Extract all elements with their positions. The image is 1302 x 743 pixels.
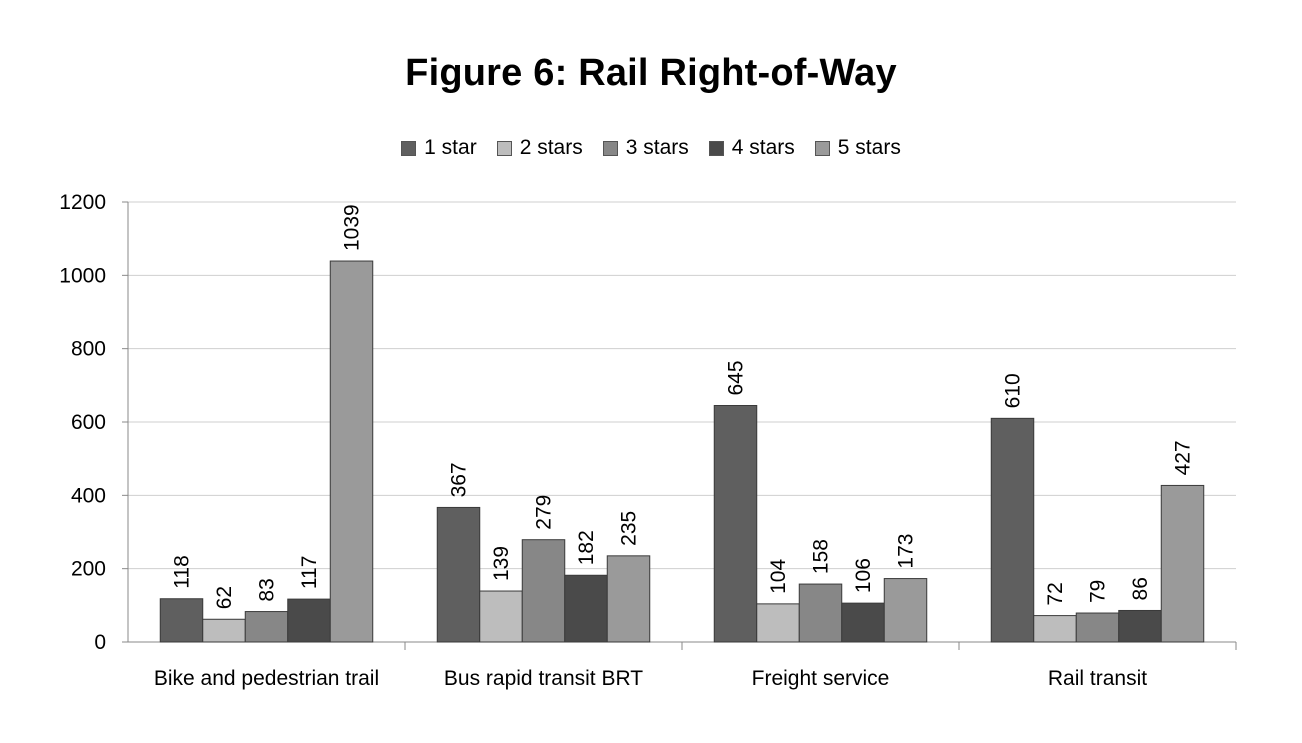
data-label: 104 bbox=[767, 559, 790, 594]
bar bbox=[521, 539, 566, 643]
bar bbox=[883, 578, 928, 643]
bar bbox=[1075, 612, 1120, 643]
bar bbox=[1160, 484, 1205, 643]
legend-swatch bbox=[401, 140, 417, 156]
bar bbox=[244, 611, 289, 643]
legend-swatch bbox=[602, 140, 618, 156]
y-tick-label: 0 bbox=[94, 631, 106, 654]
data-label: 1039 bbox=[341, 204, 364, 251]
bar bbox=[1033, 615, 1077, 643]
bar bbox=[287, 598, 331, 643]
data-label: 235 bbox=[618, 511, 641, 546]
legend-label: 1 star bbox=[424, 136, 477, 159]
bar bbox=[436, 506, 481, 643]
data-label: 117 bbox=[298, 556, 321, 589]
bar bbox=[798, 583, 843, 643]
data-label: 83 bbox=[256, 578, 279, 601]
y-tick-label: 1000 bbox=[59, 264, 106, 287]
data-label: 427 bbox=[1172, 440, 1195, 475]
bar bbox=[479, 590, 523, 643]
legend-item: 1 star bbox=[401, 136, 477, 160]
bar bbox=[564, 574, 608, 643]
data-label: 139 bbox=[490, 546, 513, 581]
x-tick-label: Bus rapid transit BRT bbox=[444, 667, 643, 690]
bar bbox=[606, 555, 651, 643]
data-label: 86 bbox=[1129, 577, 1152, 600]
data-label: 173 bbox=[895, 534, 918, 569]
data-label: 118 bbox=[171, 555, 194, 588]
x-tick-label: Rail transit bbox=[1048, 667, 1147, 690]
x-tick-label: Bike and pedestrian trail bbox=[154, 667, 379, 690]
data-label: 367 bbox=[448, 462, 471, 497]
data-label: 72 bbox=[1044, 582, 1067, 605]
bar bbox=[329, 260, 374, 643]
bar bbox=[841, 602, 885, 643]
data-label: 182 bbox=[575, 530, 598, 565]
legend-label: 5 stars bbox=[837, 136, 901, 159]
data-label: 645 bbox=[725, 360, 748, 395]
legend-label: 3 stars bbox=[625, 136, 689, 159]
data-label: 106 bbox=[852, 558, 875, 593]
data-label: 62 bbox=[213, 586, 236, 609]
y-tick-label: 600 bbox=[71, 411, 106, 434]
legend-swatch bbox=[708, 140, 724, 156]
legend-swatch bbox=[814, 140, 830, 156]
data-label: 158 bbox=[810, 539, 833, 574]
y-tick-label: 800 bbox=[71, 338, 106, 361]
legend-item: 4 stars bbox=[708, 136, 795, 160]
bar bbox=[1118, 609, 1162, 643]
bar bbox=[756, 603, 800, 643]
legend: 1 star 2 stars 3 stars 4 stars 5 stars bbox=[0, 136, 1302, 160]
data-label: 279 bbox=[533, 495, 556, 530]
x-tick-label: Freight service bbox=[752, 667, 890, 690]
bar bbox=[159, 598, 204, 643]
legend-label: 4 stars bbox=[731, 136, 795, 159]
y-tick-label: 400 bbox=[71, 484, 106, 507]
y-tick-label: 1200 bbox=[59, 191, 106, 214]
legend-item: 5 stars bbox=[814, 136, 901, 160]
data-label: 610 bbox=[1002, 373, 1025, 408]
legend-label: 2 stars bbox=[519, 136, 583, 159]
legend-swatch bbox=[496, 140, 512, 156]
chart-title: Figure 6: Rail Right-of-Way bbox=[405, 52, 897, 94]
y-tick-label: 200 bbox=[71, 558, 106, 581]
legend-item: 2 stars bbox=[496, 136, 583, 160]
bar bbox=[713, 405, 758, 643]
legend-item: 3 stars bbox=[602, 136, 689, 160]
data-label: 79 bbox=[1087, 580, 1110, 603]
bar bbox=[202, 618, 246, 643]
bar bbox=[990, 417, 1035, 643]
